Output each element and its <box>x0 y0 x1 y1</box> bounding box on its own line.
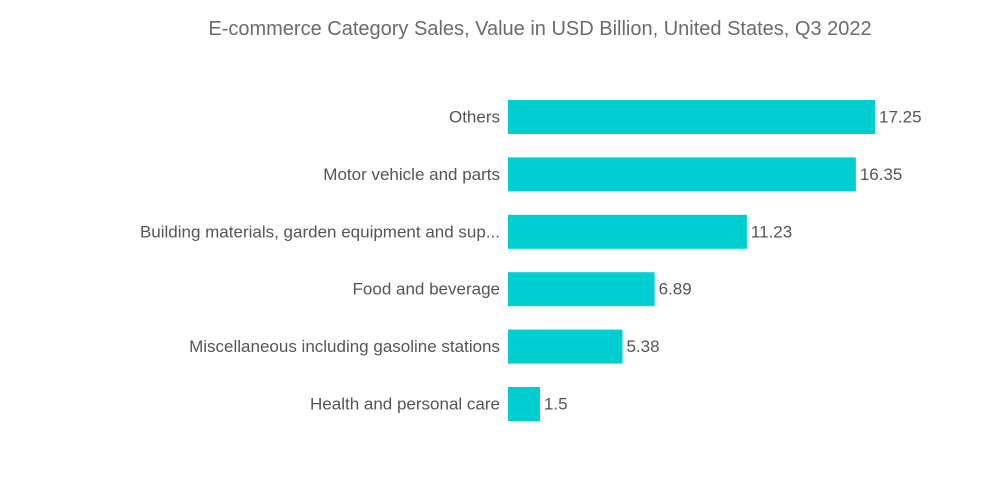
bar-group: Food and beverage 6.89 <box>353 272 692 307</box>
category-label: Food and beverage <box>353 280 500 299</box>
value-label: 16.35 <box>860 165 903 184</box>
value-label: 1.5 <box>544 395 568 414</box>
bar <box>508 329 623 364</box>
value-label: 17.25 <box>879 108 922 127</box>
bar-group: Others 17.25 <box>449 100 922 134</box>
bar <box>508 387 540 421</box>
value-label: 6.89 <box>659 280 692 299</box>
category-label: Building materials, garden equipment and… <box>140 222 500 241</box>
category-label: Health and personal care <box>310 395 500 414</box>
bar <box>508 100 875 134</box>
category-label: Others <box>449 108 500 127</box>
bar-group: Motor vehicle and parts 16.35 <box>323 157 903 192</box>
bar <box>508 272 655 307</box>
category-label: Miscellaneous including gasoline station… <box>189 337 500 356</box>
bar <box>508 214 747 249</box>
category-label: Motor vehicle and parts <box>323 165 500 184</box>
bar <box>508 157 856 192</box>
chart-title: E-commerce Category Sales, Value in USD … <box>208 18 872 40</box>
value-label: 11.23 <box>751 222 792 241</box>
bar-group: Health and personal care 1.5 <box>310 387 568 421</box>
value-label: 5.38 <box>626 337 659 356</box>
bar-group: Building materials, garden equipment and… <box>140 214 792 249</box>
bar-group: Miscellaneous including gasoline station… <box>189 329 660 364</box>
